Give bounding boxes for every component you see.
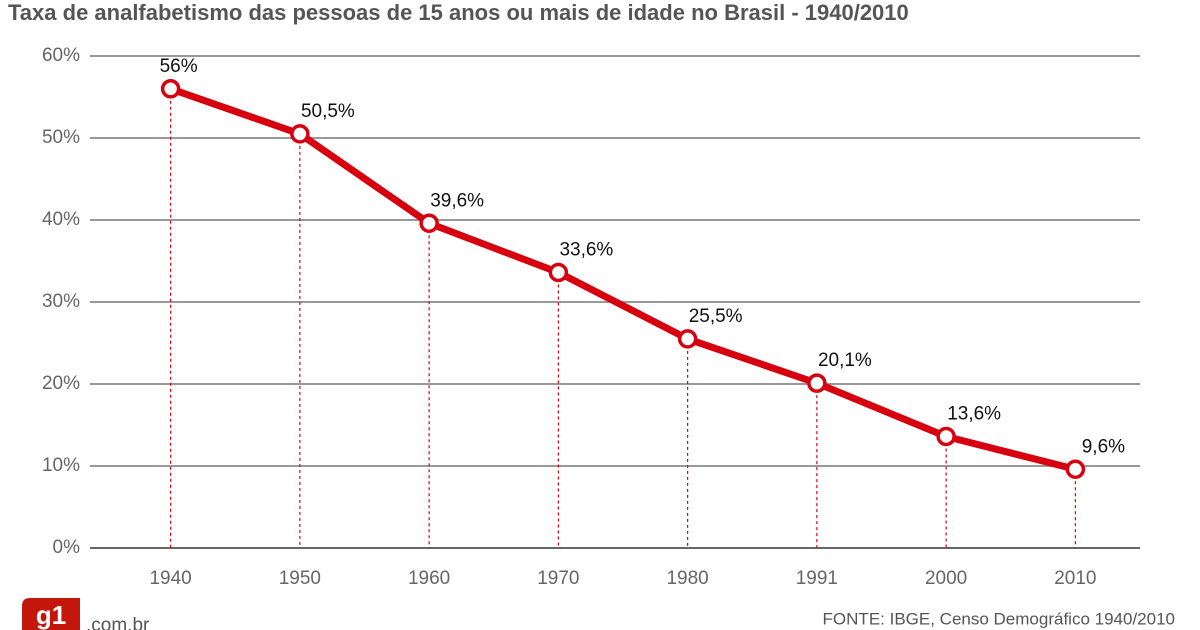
value-label: 13,6% [947,403,1001,424]
point [936,426,956,447]
value-label: 39,6% [430,190,484,211]
x-tick-label: 1950 [279,568,321,589]
source-note: FONTE: IBGE, Censo Demográfico 1940/2010 [823,609,1175,628]
logo-text: g1 [36,600,66,630]
y-tick-label: 0% [53,537,81,558]
value-label: 50,5% [301,101,355,122]
y-tick-label: 40% [42,209,80,230]
y-tick-label: 30% [42,291,80,312]
point [419,213,439,234]
x-tick-label: 1960 [408,568,450,589]
y-tick-label: 20% [42,373,80,394]
point [677,329,698,349]
point [548,262,569,283]
value-label: 25,5% [689,306,743,327]
y-tick-label: 10% [42,455,80,476]
value-label: 33,6% [559,239,613,260]
logo-shape [22,598,80,630]
x-tick-label: 1980 [666,568,708,589]
chart-title: Taxa de analfabetismo das pessoas de 15 … [8,0,909,25]
value-label: 56% [160,56,198,77]
logo-suffix: .com.br [86,615,150,630]
x-tick-label: 1970 [537,568,579,589]
value-label: 9,6% [1082,436,1125,457]
point [1065,459,1086,480]
y-tick-label: 50% [42,127,80,148]
y-tick-label: 60% [42,45,80,66]
x-tick-label: 2010 [1054,568,1096,589]
x-tick-label: 1940 [149,568,191,589]
x-tick-label: 2000 [925,568,967,589]
point [160,79,181,99]
x-tick-label: 1991 [796,568,838,589]
value-label: 20,1% [818,350,872,371]
logo: g1 .com.br [22,598,150,630]
point [807,373,827,393]
data-line [169,85,1077,473]
point [290,124,310,144]
